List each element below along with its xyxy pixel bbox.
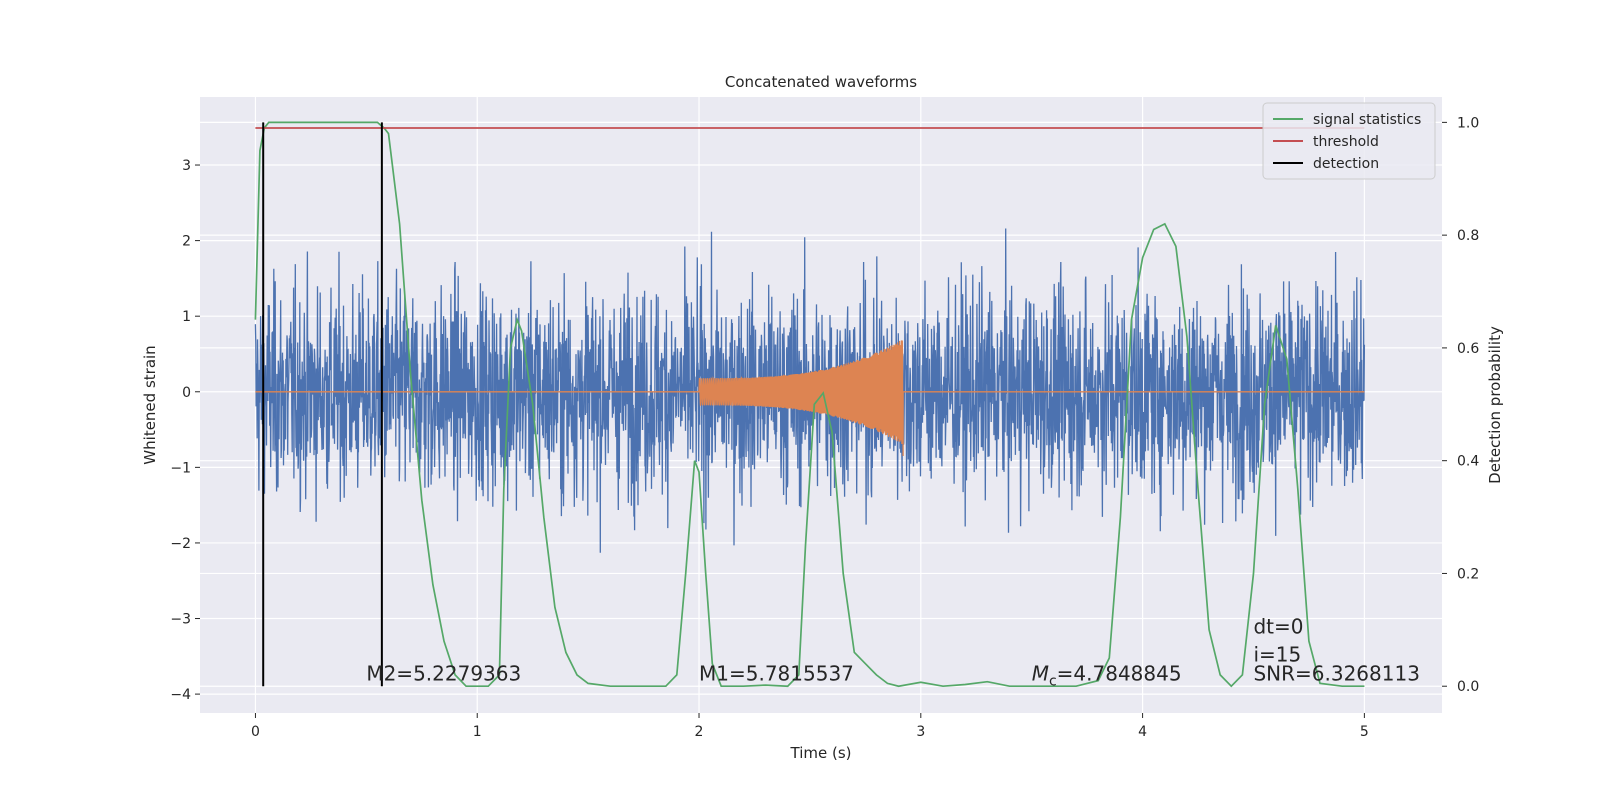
y-tick-label: 0	[182, 385, 191, 401]
x-tick-label: 0	[251, 724, 260, 740]
x-tick-label: 5	[1360, 724, 1369, 740]
legend-box	[1262, 102, 1436, 180]
y2-tick-label: 0.2	[1457, 566, 1479, 582]
annotation-layer: M2=5.2279363 M1=5.7815537 Mc=4.7848845 dt=0…	[366, 615, 1420, 690]
x-tick-label: 4	[1138, 724, 1147, 740]
y2-tick-label: 1.0	[1457, 115, 1479, 131]
y2-tick-label: 0.0	[1457, 679, 1479, 695]
annotation-text: SNR=6.3268113	[1253, 661, 1419, 685]
tick-layer: 0 1 2 3 4 5 −4 −3 −2 −1 0 1 2 3 0.0 0.2 0.4 0.6 0.8 1.0	[170, 115, 1479, 740]
y2-tick-label: 0.6	[1457, 341, 1479, 357]
chart-title: Concatenated waveforms	[725, 73, 917, 91]
y-tick-label: −2	[170, 536, 191, 552]
y2-tick-label: 0.4	[1457, 454, 1479, 470]
annotation-text: M2=5.2279363	[366, 661, 521, 685]
y-tick-label: −3	[170, 612, 191, 628]
legend-label: detection	[1313, 156, 1379, 172]
y2-tick-label: 0.8	[1457, 228, 1479, 244]
x-tick-label: 1	[473, 724, 482, 740]
legend-label: signal statistics	[1313, 112, 1421, 128]
y-tick-label: 3	[182, 158, 191, 174]
annotation-text: i=15	[1253, 643, 1301, 667]
x-axis-label: Time (s)	[790, 744, 852, 762]
x-tick-label: 3	[916, 724, 925, 740]
x-tick-label: 2	[695, 724, 704, 740]
signal-statistics-line	[254, 121, 1365, 688]
y2-axis-label: Detection probability	[1486, 326, 1504, 484]
grid-lines	[200, 97, 1442, 713]
y-tick-label: −1	[170, 460, 191, 476]
y-axis-label: Whitened strain	[141, 345, 159, 464]
y-tick-label: 1	[182, 309, 191, 325]
injected-waveform-line	[255, 340, 1365, 456]
annotation-text: M1=5.7815537	[699, 661, 854, 685]
legend: signal statistics threshold detection	[1262, 102, 1436, 180]
annotation-text: dt=0	[1253, 615, 1303, 639]
series-layer	[254, 121, 1366, 688]
annotation-text: Mc=4.7848845	[1032, 661, 1182, 689]
y-tick-label: 2	[182, 234, 191, 250]
y-tick-label: −4	[170, 687, 191, 703]
legend-label: threshold	[1313, 134, 1379, 150]
